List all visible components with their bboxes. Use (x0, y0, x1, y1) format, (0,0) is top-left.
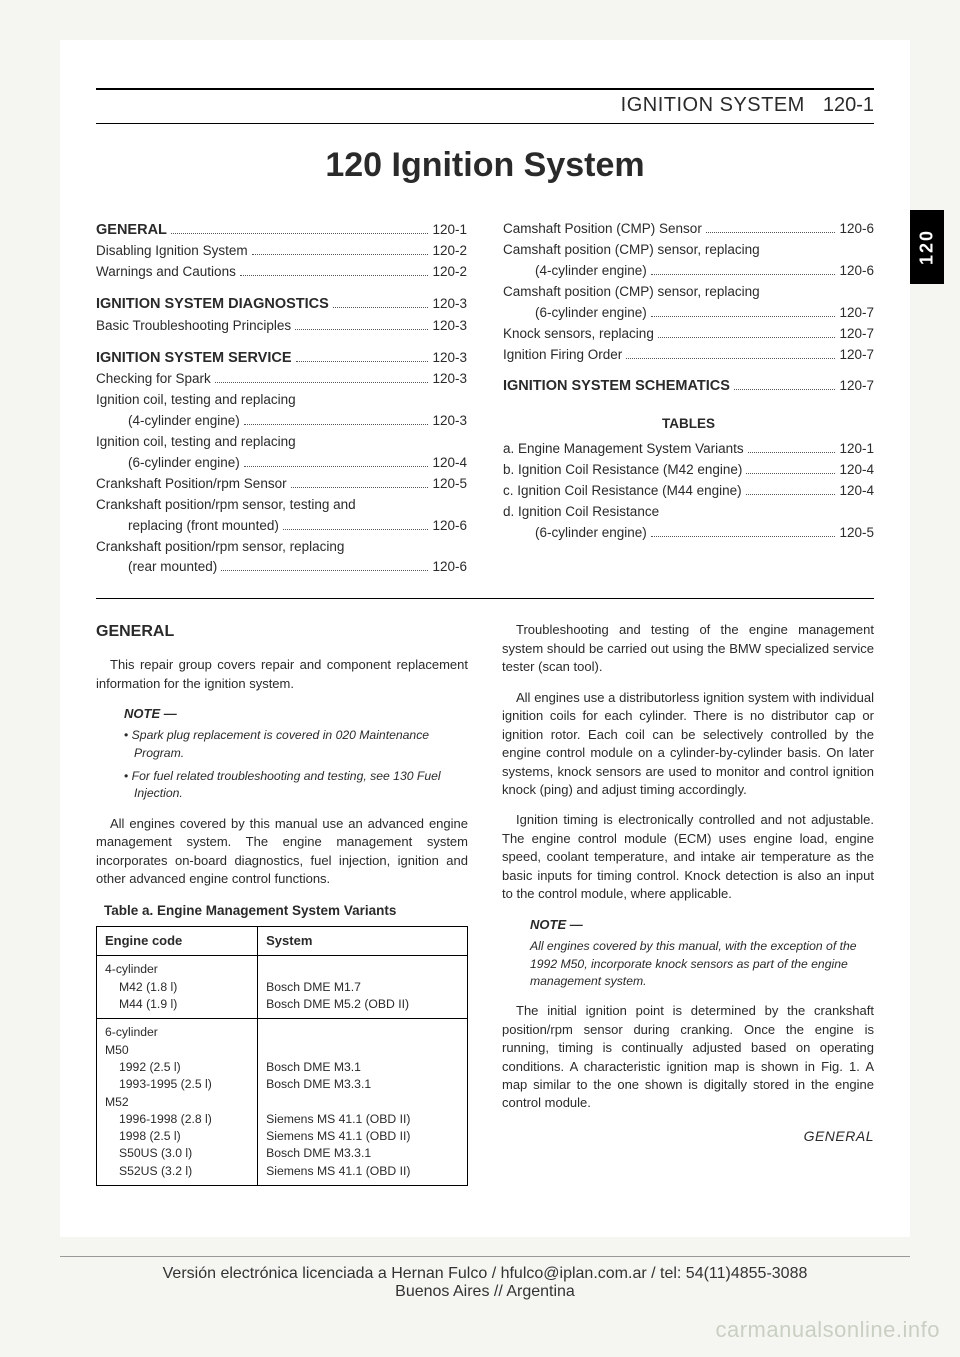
toc-entry: Ignition coil, testing and replacing (96, 390, 467, 411)
toc-entry: b. Ignition Coil Resistance (M42 engine)… (503, 460, 874, 481)
paragraph: All engines covered by this manual use a… (96, 815, 468, 889)
toc-entry: d. Ignition Coil Resistance (503, 502, 874, 523)
note-block: NOTE — All engines covered by this manua… (530, 916, 874, 990)
toc-left-column: GENERAL120-1Disabling Ignition System120… (96, 219, 467, 578)
license-footer: Versión electrónica licenciada a Hernan … (60, 1256, 910, 1301)
body-right-column: Troubleshooting and testing of the engin… (502, 621, 874, 1186)
paragraph: This repair group covers repair and comp… (96, 656, 468, 693)
note-heading: NOTE — (530, 916, 874, 934)
body-columns: GENERAL This repair group covers repair … (96, 621, 874, 1186)
header-rule-bottom (96, 123, 874, 124)
side-tab: 120 (910, 210, 944, 284)
note-item: • For fuel related troubleshooting and t… (124, 768, 468, 803)
toc-entry-continuation: (6-cylinder engine)120-4 (96, 453, 467, 474)
toc-entry: Camshaft Position (CMP) Sensor120-6 (503, 219, 874, 240)
toc-entry: Camshaft position (CMP) sensor, replacin… (503, 240, 874, 261)
toc-entry: Ignition coil, testing and replacing (96, 432, 467, 453)
body-left-column: GENERAL This repair group covers repair … (96, 621, 468, 1186)
license-line: Versión electrónica licenciada a Hernan … (60, 1265, 910, 1283)
toc-right-column: Camshaft Position (CMP) Sensor120-6Camsh… (503, 219, 874, 578)
watermark: carmanualsonline.info (715, 1317, 940, 1343)
toc-entry-continuation: (4-cylinder engine)120-3 (96, 411, 467, 432)
toc-entry: Camshaft position (CMP) sensor, replacin… (503, 282, 874, 303)
toc-entry-continuation: (6-cylinder engine)120-7 (503, 303, 874, 324)
footer-section-label: GENERAL (502, 1127, 874, 1147)
toc-entry-continuation: replacing (front mounted)120-6 (96, 516, 467, 537)
table-header: System (258, 926, 468, 955)
license-line: Buenos Aires // Argentina (60, 1283, 910, 1301)
toc-entry: c. Ignition Coil Resistance (M44 engine)… (503, 481, 874, 502)
engine-variants-table: Engine code System 4-cylinderM42 (1.8 l)… (96, 926, 468, 1186)
header-page-number: 120-1 (823, 94, 874, 117)
toc-entry: Crankshaft position/rpm sensor, replacin… (96, 537, 467, 558)
toc-entry: Crankshaft Position/rpm Sensor120-5 (96, 474, 467, 495)
table-row: 6-cylinderM501992 (2.5 l)1993-1995 (2.5 … (97, 1019, 468, 1186)
toc-entry: Crankshaft position/rpm sensor, testing … (96, 495, 467, 516)
section-heading: GENERAL (96, 621, 468, 644)
toc-entry: Checking for Spark120-3 (96, 369, 467, 390)
table-cell: Bosch DME M1.7Bosch DME M5.2 (OBD II) (258, 956, 468, 1019)
toc-entry-continuation: (4-cylinder engine)120-6 (503, 261, 874, 282)
chapter-title: 120 Ignition System (96, 146, 874, 185)
running-header: IGNITION SYSTEM 120-1 (96, 90, 874, 123)
table-of-contents: GENERAL120-1Disabling Ignition System120… (96, 219, 874, 599)
toc-entry: Knock sensors, replacing120-7 (503, 324, 874, 345)
toc-section-head: GENERAL120-1 (96, 219, 467, 241)
paragraph: All engines use a distributorless igniti… (502, 689, 874, 800)
note-heading: NOTE — (124, 705, 468, 723)
toc-entry-continuation: (6-cylinder engine)120-5 (503, 523, 874, 544)
toc-entry: Warnings and Cautions120-2 (96, 262, 467, 283)
paragraph: Troubleshooting and testing of the engin… (502, 621, 874, 676)
toc-entry: a. Engine Management System Variants120-… (503, 439, 874, 460)
paragraph: Ignition timing is electronically contro… (502, 811, 874, 903)
note-text: All engines covered by this manual, with… (530, 938, 874, 990)
header-title: IGNITION SYSTEM (621, 94, 805, 117)
toc-section-head: IGNITION SYSTEM DIAGNOSTICS120-3 (96, 293, 467, 315)
page: IGNITION SYSTEM 120-1 120 Ignition Syste… (60, 40, 910, 1237)
table-title: Table a. Engine Management System Varian… (104, 901, 468, 920)
table-row: 4-cylinderM42 (1.8 l)M44 (1.9 l)Bosch DM… (97, 956, 468, 1019)
paragraph: The initial ignition point is determined… (502, 1002, 874, 1113)
toc-entry: Ignition Firing Order120-7 (503, 345, 874, 366)
table-cell: 6-cylinderM501992 (2.5 l)1993-1995 (2.5 … (97, 1019, 258, 1186)
toc-section-head: IGNITION SYSTEM SCHEMATICS120-7 (503, 375, 874, 397)
table-header: Engine code (97, 926, 258, 955)
table-cell: 4-cylinderM42 (1.8 l)M44 (1.9 l) (97, 956, 258, 1019)
toc-entry: Disabling Ignition System120-2 (96, 241, 467, 262)
toc-section-head: IGNITION SYSTEM SERVICE120-3 (96, 347, 467, 369)
toc-entry-continuation: (rear mounted)120-6 (96, 557, 467, 578)
note-block: NOTE — • Spark plug replacement is cover… (124, 705, 468, 803)
toc-entry: Basic Troubleshooting Principles120-3 (96, 316, 467, 337)
table-cell: Bosch DME M3.1Bosch DME M3.3.1Siemens MS… (258, 1019, 468, 1186)
toc-tables-heading: TABLES (503, 414, 874, 435)
note-item: • Spark plug replacement is covered in 0… (124, 727, 468, 762)
